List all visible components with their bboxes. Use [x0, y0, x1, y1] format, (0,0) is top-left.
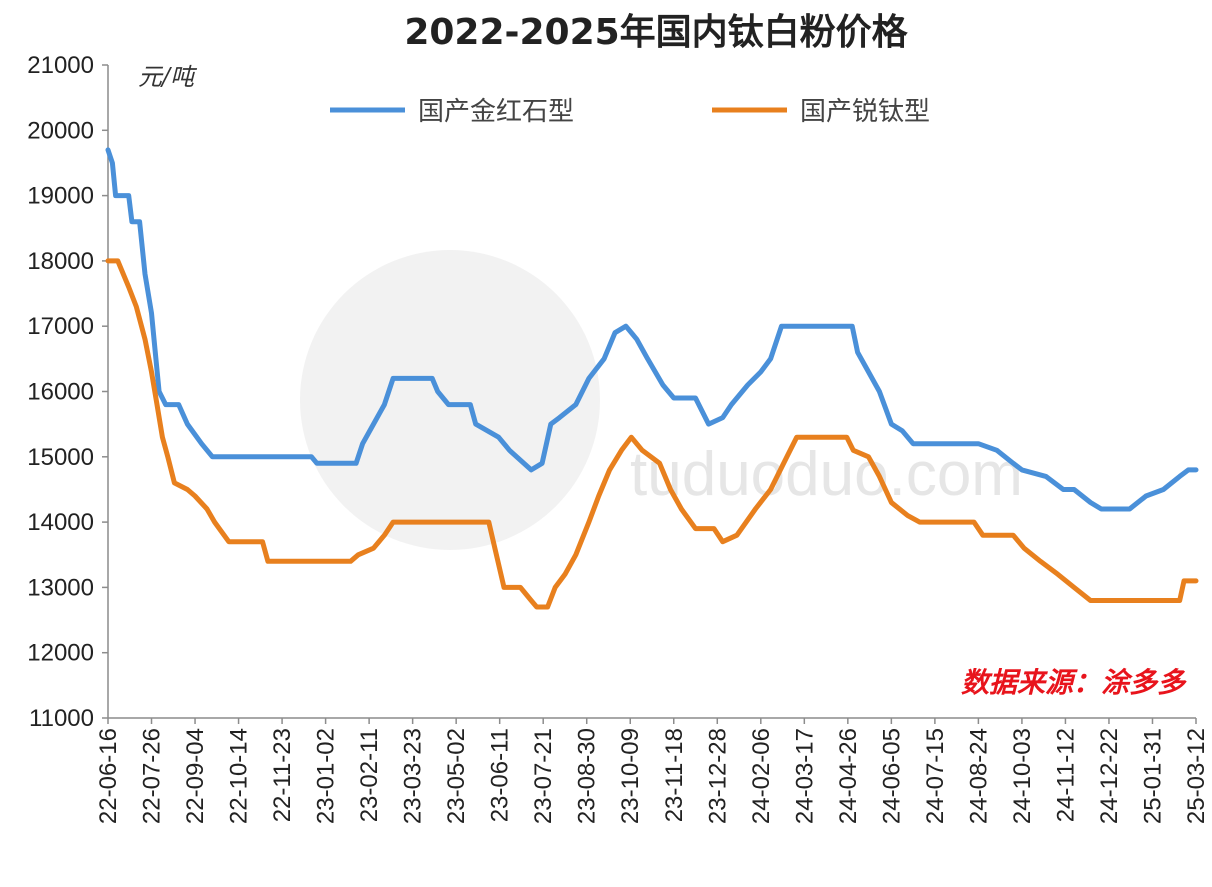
legend: 国产金红石型 国产锐钛型 [330, 97, 930, 127]
x-tick-label: 24-10-03 [1009, 728, 1036, 824]
watermark-logo [300, 250, 600, 550]
x-tick-label: 24-04-26 [835, 728, 862, 824]
legend-label: 国产金红石型 [418, 97, 574, 127]
x-tick-label: 22-11-23 [269, 728, 296, 822]
watermark-text: tuduoduo.com [630, 440, 1023, 509]
x-tick-label: 22-09-04 [182, 728, 209, 824]
y-tick-label: 17000 [27, 313, 94, 340]
x-tick-label: 24-08-24 [965, 728, 992, 824]
x-tick-label: 24-02-06 [748, 728, 775, 824]
x-tick-label: 25-01-31 [1139, 728, 1166, 824]
y-tick-label: 12000 [27, 640, 94, 667]
x-tick-label: 24-07-15 [922, 728, 949, 824]
x-tick-label: 23-01-02 [313, 728, 340, 824]
y-tick-label: 20000 [27, 117, 94, 144]
x-tick-label: 23-11-18 [661, 728, 688, 822]
x-tick-label: 24-03-17 [791, 728, 818, 824]
x-tick-label: 23-12-28 [704, 728, 731, 824]
x-tick-label: 23-05-02 [443, 728, 470, 824]
axes: 11000 12000 13000 14000 15000 16000 17000 18000… [27, 52, 1210, 824]
x-tick-label: 23-03-23 [400, 728, 427, 824]
y-tick-label: 18000 [27, 248, 94, 275]
series-line-anatase [105, 258, 1199, 610]
watermark: tuduoduo.com [300, 250, 1023, 550]
series-layer [105, 147, 1199, 610]
x-tick-label: 24-12-22 [1096, 728, 1123, 824]
x-tick-label: 23-08-30 [574, 728, 601, 824]
series-line-rutile [105, 147, 1199, 512]
y-tick-label: 19000 [27, 183, 94, 210]
x-tick-label: 22-10-14 [226, 728, 253, 824]
x-tick-label: 23-06-11 [487, 728, 514, 822]
y-tick-label: 16000 [27, 379, 94, 406]
legend-label: 国产锐钛型 [800, 97, 930, 127]
x-tick-label: 25-03-12 [1183, 728, 1210, 824]
y-tick-label: 14000 [27, 509, 94, 536]
source-note: 数据来源：涂多多 [961, 666, 1187, 699]
x-tick-label: 24-11-12 [1052, 728, 1079, 822]
chart-title: 2022-2025年国内钛白粉价格 [404, 12, 908, 53]
y-axis-unit: 元/吨 [138, 63, 198, 91]
x-tick-label: 22-06-16 [95, 728, 122, 824]
y-tick-label: 13000 [27, 574, 94, 601]
x-tick-label: 24-06-05 [878, 728, 905, 824]
x-tick-label: 23-10-09 [617, 728, 644, 824]
y-tick-label: 11000 [29, 705, 94, 732]
x-tick-label: 23-07-21 [530, 728, 557, 824]
y-tick-label: 21000 [27, 52, 94, 79]
x-tick-label: 23-02-11 [356, 728, 383, 822]
y-tick-label: 15000 [27, 444, 94, 471]
x-tick-label: 22-07-26 [139, 728, 166, 824]
